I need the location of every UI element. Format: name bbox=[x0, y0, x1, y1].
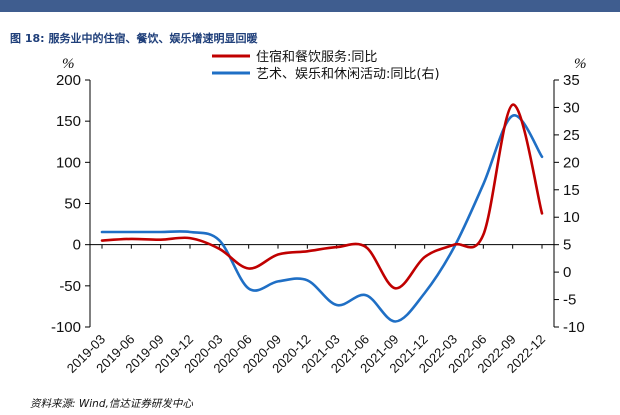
right-tick-label: 25 bbox=[563, 127, 580, 144]
figure-title: 图 18: 服务业中的住宿、餐饮、娱乐增速明显回暖 bbox=[10, 30, 258, 46]
chart-lines bbox=[100, 103, 544, 323]
right-tick-label: 0 bbox=[563, 264, 571, 281]
header-bar bbox=[0, 0, 620, 12]
left-axis-unit: % bbox=[62, 56, 75, 72]
legend-label: 艺术、娱乐和休闲活动:同比(右) bbox=[256, 67, 440, 82]
right-tick-label: -10 bbox=[563, 319, 585, 336]
right-tick-label: 10 bbox=[563, 209, 580, 226]
right-tick-label: 20 bbox=[563, 154, 580, 171]
chart-axes: -100-50050100150200-10-505101520253035%%… bbox=[51, 56, 587, 376]
right-tick-label: 5 bbox=[563, 237, 571, 254]
figure-title-text: 服务业中的住宿、餐饮、娱乐增速明显回暖 bbox=[48, 32, 258, 45]
right-tick-label: 35 bbox=[563, 72, 580, 89]
left-tick-label: 100 bbox=[56, 154, 81, 171]
source-note: 资料来源: Wind,信达证券研发中心 bbox=[30, 398, 193, 410]
right-tick-label: 30 bbox=[563, 99, 580, 116]
left-tick-label: 150 bbox=[56, 113, 81, 130]
series-line-accommodation bbox=[100, 103, 544, 290]
legend-label: 住宿和餐饮服务:同比 bbox=[256, 49, 377, 65]
right-tick-label: -5 bbox=[563, 292, 576, 309]
figure-number: 图 18: bbox=[10, 32, 45, 45]
left-tick-label: 0 bbox=[73, 237, 81, 254]
right-axis-unit: % bbox=[574, 56, 587, 72]
series-line-arts bbox=[100, 114, 544, 323]
right-tick-label: 15 bbox=[563, 182, 580, 199]
left-tick-label: -50 bbox=[59, 278, 81, 295]
left-tick-label: -100 bbox=[51, 319, 81, 336]
left-tick-label: 50 bbox=[64, 196, 81, 213]
left-tick-label: 200 bbox=[56, 72, 81, 89]
